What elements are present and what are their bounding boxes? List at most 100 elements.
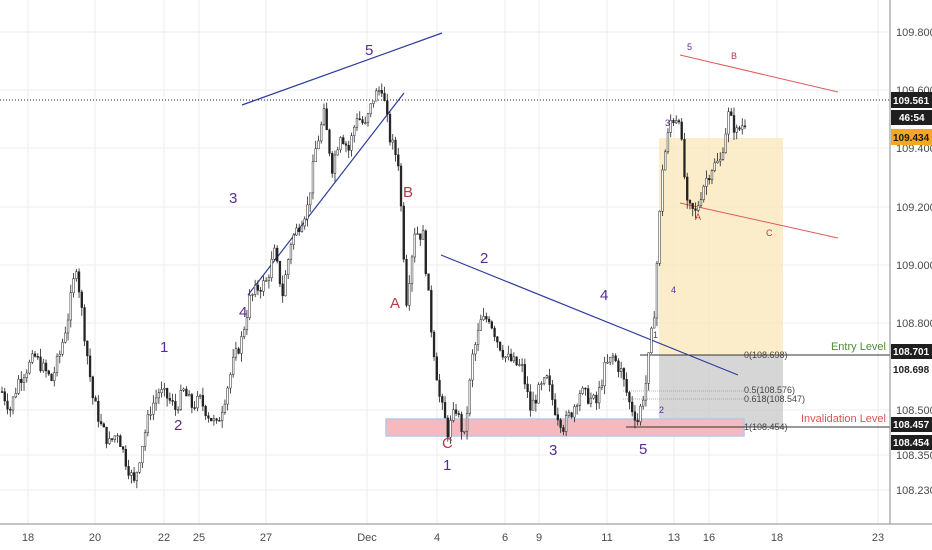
candle-body	[688, 200, 692, 204]
candle-body	[240, 336, 243, 354]
candle-body	[6, 400, 9, 410]
annotations: 0(108.698) 0.5(108.576) 0.618(108.547) 1…	[744, 341, 886, 432]
candle-body	[419, 233, 422, 240]
candle-body	[719, 159, 722, 162]
channel-lines	[679, 54, 839, 239]
candle-body	[185, 388, 188, 397]
candle-body	[598, 387, 601, 404]
candle-body	[388, 113, 392, 143]
candle-body	[254, 284, 257, 295]
candle-body	[416, 233, 419, 235]
wave-label: 1	[443, 457, 451, 474]
candle-body	[620, 368, 623, 373]
candle-body	[171, 400, 174, 402]
candle-body	[347, 144, 350, 151]
wave-label: 4	[600, 287, 608, 304]
svg-text:27: 27	[260, 532, 272, 544]
candle-body	[493, 327, 496, 338]
candle-body	[622, 368, 626, 380]
candle-body	[273, 247, 276, 260]
candle-body	[727, 111, 730, 135]
candle-body	[119, 435, 122, 447]
candle-body	[716, 160, 719, 164]
candle-body	[113, 435, 116, 440]
candle-body	[501, 349, 504, 358]
candle-body	[149, 414, 152, 416]
svg-text:20: 20	[89, 532, 101, 544]
wave-labels: 1 2 3 4 5 A B C 1 2 3 4 5 1 2 3 4 5 A B …	[160, 42, 773, 474]
candle-body	[457, 413, 460, 415]
wave-label: 3	[229, 190, 237, 207]
candle-body	[432, 331, 436, 357]
candle-body	[562, 427, 565, 432]
candle-body	[179, 390, 183, 410]
candle-body	[595, 394, 598, 404]
candle-body	[132, 472, 136, 481]
candle-body	[697, 205, 700, 211]
candle-body	[647, 352, 650, 384]
candle-body	[498, 341, 502, 351]
svg-text:109.800: 109.800	[896, 27, 932, 39]
candle-body	[515, 356, 518, 366]
candle-body	[589, 397, 593, 404]
candle-body	[454, 409, 458, 414]
candle-body	[471, 353, 474, 381]
candle-body	[730, 111, 733, 116]
candle-body	[366, 113, 370, 123]
candle-body	[165, 388, 169, 399]
candle-body	[322, 108, 326, 126]
target-zone	[659, 138, 783, 355]
entry-price-tag	[891, 344, 932, 359]
candle-body	[636, 420, 639, 422]
svg-text:22: 22	[158, 532, 170, 544]
candle-body	[248, 295, 251, 319]
svg-text:18: 18	[22, 532, 34, 544]
candle-body	[564, 415, 568, 432]
candle-body	[548, 375, 551, 385]
candle-body	[234, 348, 238, 358]
candle-body	[306, 204, 309, 220]
candle-body	[339, 137, 342, 151]
svg-text:13: 13	[668, 532, 680, 544]
candle-body	[94, 397, 97, 402]
wave-label: 3	[665, 118, 670, 128]
candle-body	[639, 405, 642, 422]
trendlines	[241, 32, 739, 376]
candle-body	[584, 387, 587, 390]
candle-body	[72, 278, 75, 293]
candle-body	[496, 336, 499, 343]
candle-body	[474, 344, 477, 355]
candle-body	[617, 360, 620, 373]
wave-label: 5	[687, 42, 692, 52]
wave-label: 2	[659, 405, 664, 415]
candle-body	[174, 401, 177, 410]
candle-body	[31, 353, 34, 363]
candle-body	[83, 307, 86, 342]
candle-body	[209, 417, 213, 422]
candle-body	[303, 218, 306, 227]
svg-text:6: 6	[502, 532, 508, 544]
candle-body	[542, 377, 546, 384]
svg-text:108.698: 108.698	[893, 365, 930, 376]
candle-body	[364, 122, 367, 124]
y-axis-ticks: 109.800 109.600 109.400 109.200 109.000 …	[896, 27, 932, 497]
candle-body	[664, 151, 667, 171]
candle-body	[372, 100, 375, 105]
candle-body	[413, 233, 416, 258]
candle-body	[121, 446, 125, 450]
candle-body	[229, 374, 232, 389]
svg-text:46:54: 46:54	[899, 113, 925, 124]
candle-body	[91, 376, 94, 399]
candle-body	[33, 353, 37, 357]
wave-label: A	[390, 295, 400, 312]
svg-text:18: 18	[771, 532, 783, 544]
candle-body	[108, 438, 111, 444]
candle-body	[102, 423, 105, 428]
candle-body	[633, 411, 637, 421]
candle-body	[289, 244, 293, 260]
candle-body	[61, 342, 64, 355]
candle-body	[28, 361, 31, 374]
candle-body	[190, 394, 194, 408]
candle-body	[154, 397, 158, 404]
